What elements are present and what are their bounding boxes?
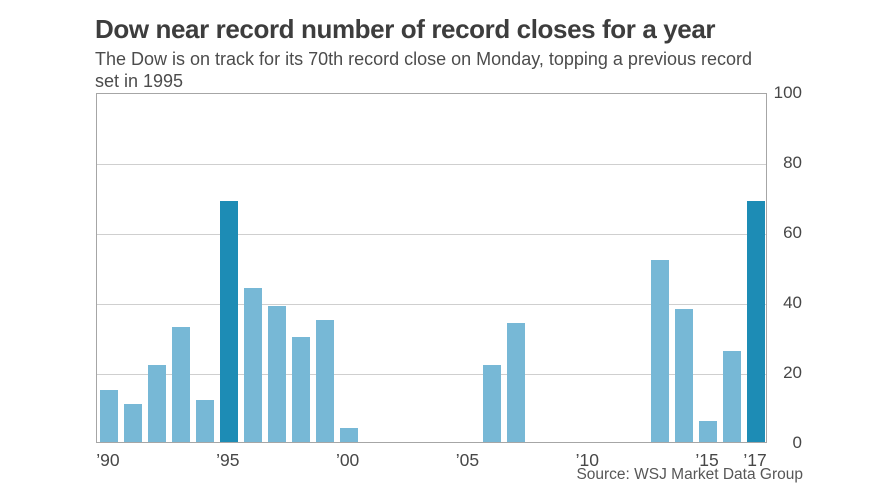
bar-1993 [171,326,190,442]
x-tick-label-17: ’17 [743,450,767,470]
gridline-40 [97,303,766,305]
bar-2016 [723,351,742,442]
chart-subtitle-line1: The Dow is on track for its 70th record … [95,49,752,69]
chart-subtitle: The Dow is on track for its 70th record … [95,49,752,93]
bar-1998 [291,337,310,442]
bar-1995 [219,200,238,442]
y-tick-label-80: 80 [783,153,802,172]
x-tick-label-05: ’05 [455,450,480,470]
x-tick-label-00: ’00 [335,450,360,470]
bar-1999 [315,319,334,442]
bar-2000 [339,428,358,442]
y-tick-label-0: 0 [792,433,802,452]
y-tick-label-100: 100 [773,83,802,102]
gridline-20 [97,373,766,375]
bar-2007 [507,323,526,442]
bar-2015 [699,421,718,442]
bar-1996 [243,288,262,442]
bar-1991 [123,403,142,442]
bar-1997 [267,305,286,442]
x-tick-label-90: ’90 [96,450,120,470]
y-tick-label-40: 40 [783,293,802,312]
bar-1994 [195,400,214,442]
source-credit: Source: WSJ Market Data Group [576,466,803,483]
chart-title: Dow near record number of record closes … [95,14,716,44]
x-tick-label-10: ’10 [575,450,599,470]
chart-subtitle-line2: set in 1995 [95,70,184,91]
bar-1992 [147,365,166,442]
x-tick-label-15: ’15 [695,450,719,470]
y-tick-label-60: 60 [783,223,802,242]
bar-2013 [651,260,670,442]
bar-1990 [99,389,118,442]
gridline-80 [97,163,766,165]
y-tick-label-20: 20 [783,363,802,382]
gridline-60 [97,233,766,235]
x-tick-label-95: ’95 [216,450,240,470]
bar-2014 [675,309,694,442]
bar-2017 [747,200,766,442]
plot-area [96,93,767,443]
bar-2006 [483,365,502,442]
